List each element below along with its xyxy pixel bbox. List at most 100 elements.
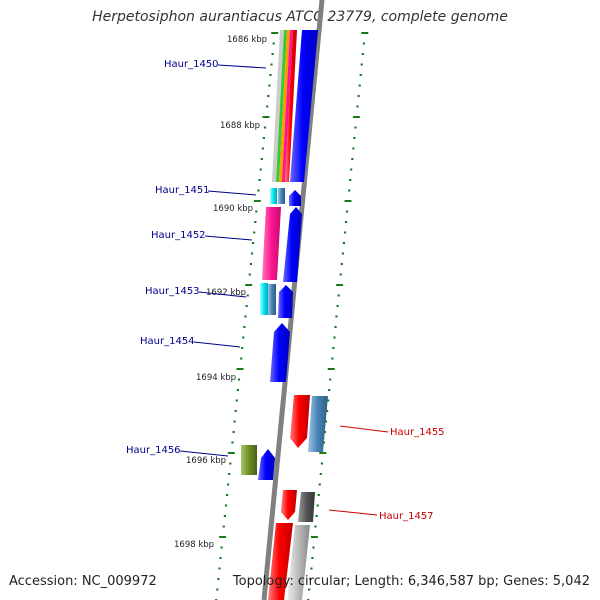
svg-text:Haur_1452: Haur_1452	[151, 230, 206, 241]
tick-mark	[353, 137, 356, 139]
tick-mark	[333, 336, 336, 339]
svg-text:Haur_1457: Haur_1457	[379, 511, 434, 522]
feature-haur-1454	[270, 323, 290, 382]
tick-mark	[246, 294, 249, 297]
kbp-label: 1688 kbp	[220, 121, 260, 131]
tick-mark	[262, 116, 270, 118]
tick-mark	[260, 158, 263, 160]
sequence-backbone	[261, 0, 325, 600]
tick-mark	[323, 431, 327, 433]
gene-labels: Haur_1450 Haur_1451 Haur_1452 Haur_1453 …	[126, 59, 445, 522]
tick-mark	[227, 483, 230, 486]
tick-mark	[358, 84, 361, 87]
tick-mark	[226, 494, 229, 496]
tick-mark	[336, 284, 344, 286]
kbp-markers: 1686 kbp 1688 kbp 1690 kbp 1692 kbp 1694…	[174, 35, 267, 550]
svg-text:Haur_1454: Haur_1454	[140, 336, 195, 347]
kbp-label: 1696 kbp	[186, 456, 226, 466]
tick-mark	[266, 105, 269, 108]
tick-mark	[250, 252, 254, 255]
tick-mark	[248, 273, 251, 276]
tick-mark	[252, 242, 255, 244]
tick-mark	[334, 326, 337, 328]
tick-mark	[271, 53, 274, 55]
tick-mark	[317, 494, 320, 496]
tick-mark	[254, 221, 257, 223]
kbp-label: 1698 kbp	[174, 540, 214, 550]
accession-text: Accession: NC_009972	[9, 574, 157, 589]
tick-mark	[237, 378, 241, 381]
gene-label-haur-1457[interactable]: Haur_1457	[328, 509, 434, 522]
tick-column-left	[215, 32, 279, 600]
tick-mark	[224, 504, 228, 507]
tick-mark	[356, 105, 359, 108]
tick-mark	[243, 326, 246, 328]
tick-mark	[319, 452, 327, 454]
gene-label-haur-1453[interactable]: Haur_1453	[145, 286, 247, 298]
tick-mark	[320, 462, 323, 465]
tick-mark	[227, 452, 235, 454]
tick-mark	[255, 210, 258, 213]
tick-mark	[253, 231, 256, 234]
tick-mark	[308, 588, 311, 591]
tick-mark	[359, 74, 362, 76]
tick-mark	[340, 263, 343, 265]
tick-mark	[272, 42, 275, 45]
gene-label-haur-1451[interactable]: Haur_1451	[155, 185, 257, 196]
tick-mark	[327, 399, 330, 402]
tick-mark	[335, 315, 338, 318]
tick-mark	[219, 557, 222, 559]
tick-mark	[349, 179, 352, 181]
tick-mark	[328, 389, 331, 391]
genome-summary-text: Topology: circular; Length: 6,346,587 bp…	[232, 574, 590, 589]
tick-mark	[309, 578, 312, 580]
tick-mark	[263, 126, 267, 129]
tick-mark	[316, 504, 319, 507]
tick-mark	[257, 189, 260, 192]
svg-text:Haur_1456: Haur_1456	[126, 445, 181, 456]
tick-mark	[345, 210, 349, 213]
tick-mark	[217, 578, 220, 580]
tick-mark	[324, 420, 328, 423]
tick-mark	[216, 588, 219, 591]
gene-label-haur-1452[interactable]: Haur_1452	[151, 230, 253, 241]
gene-label-haur-1455[interactable]: Haur_1455	[339, 425, 445, 438]
gene-label-haur-1456[interactable]: Haur_1456	[126, 445, 229, 457]
tick-mark	[245, 305, 248, 307]
tick-mark	[314, 525, 317, 528]
tick-mark	[236, 368, 244, 370]
tick-mark	[331, 357, 334, 360]
tick-mark	[361, 53, 364, 55]
cog-band-top	[272, 30, 318, 182]
tick-column-right	[307, 32, 369, 600]
tick-mark	[232, 431, 235, 433]
tick-mark	[361, 32, 369, 34]
tick-mark	[343, 231, 347, 234]
tick-mark	[219, 536, 227, 538]
tick-mark	[354, 126, 357, 129]
tick-mark	[339, 273, 342, 276]
gene-label-haur-1450[interactable]: Haur_1450	[164, 59, 267, 70]
tick-mark	[240, 357, 243, 360]
feature-haur-1453	[260, 283, 293, 318]
tick-mark	[231, 441, 234, 444]
tick-mark	[218, 567, 221, 570]
svg-text:Haur_1455: Haur_1455	[390, 427, 445, 438]
tick-mark	[311, 557, 314, 559]
tick-mark	[344, 200, 352, 202]
tick-mark	[329, 378, 332, 381]
tick-mark	[269, 74, 272, 76]
tick-mark	[262, 137, 265, 139]
svg-text:Haur_1451: Haur_1451	[155, 185, 210, 196]
tick-mark	[326, 410, 329, 412]
gene-label-haur-1454[interactable]: Haur_1454	[140, 336, 241, 348]
tick-mark	[310, 536, 318, 538]
tick-mark	[222, 525, 225, 528]
cog-band-bottom	[268, 523, 310, 600]
tick-mark	[249, 263, 252, 265]
tick-mark	[228, 473, 231, 475]
tick-mark	[327, 368, 335, 370]
tick-mark	[319, 473, 322, 475]
tick-mark	[312, 546, 315, 549]
